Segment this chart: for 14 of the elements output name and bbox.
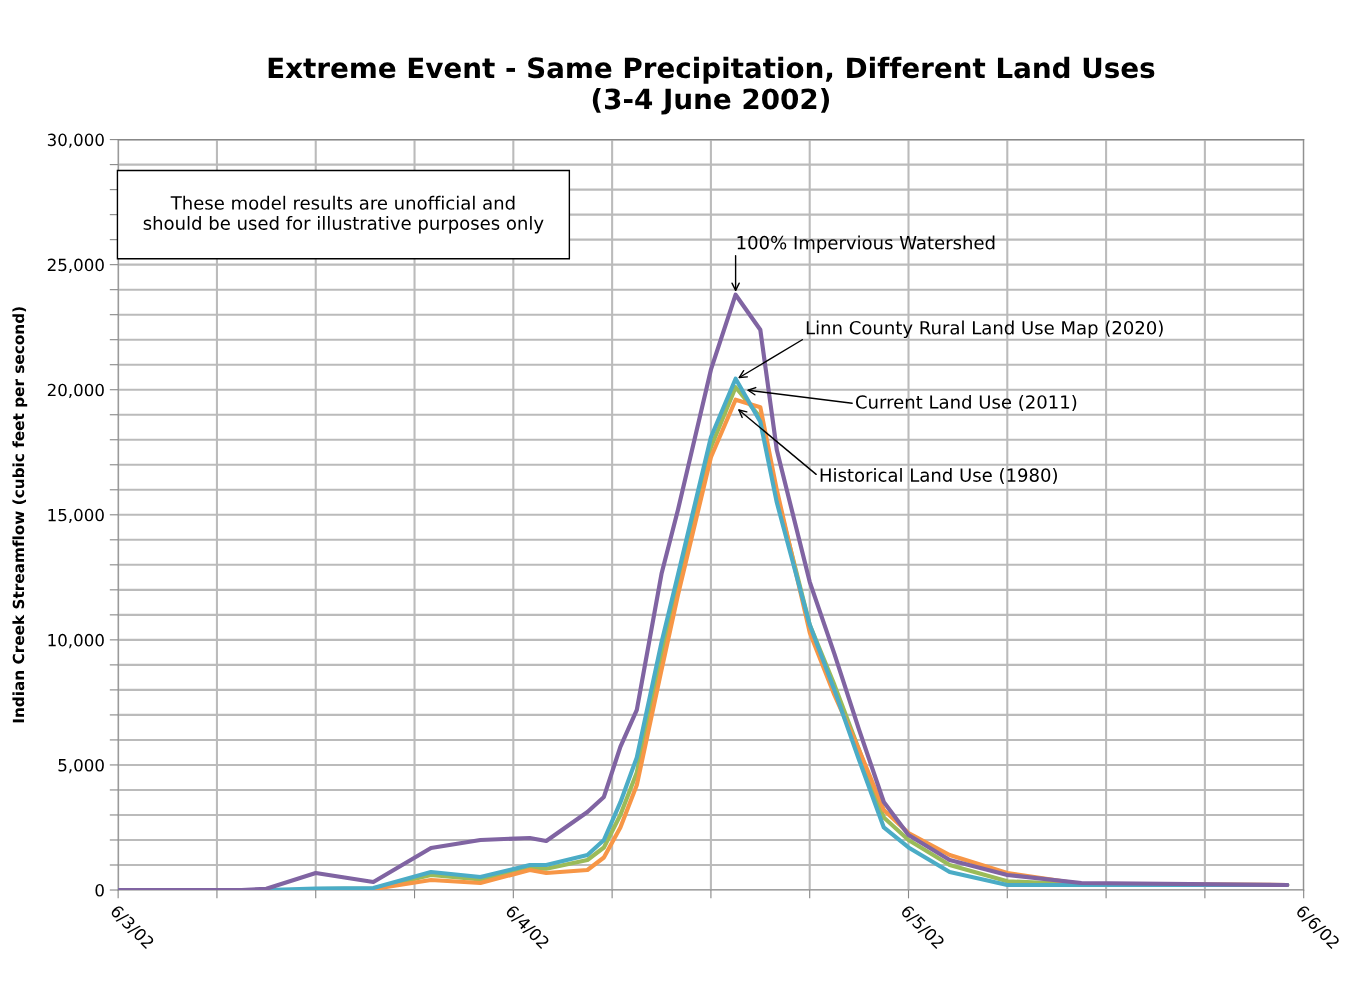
y-tick-label: 30,000 [47, 133, 104, 148]
y-tick-label: 0 [95, 883, 104, 897]
annotation: Current Land Use (2011) [855, 394, 1077, 411]
y-tick-label: 25,000 [47, 258, 104, 273]
y-tick-label: 15,000 [48, 508, 104, 524]
y-axis-title: Indian Creek Streamflow (cubic feet per second) [12, 307, 28, 723]
chart-title: Extreme Event - Same Precipitation, Different Land Uses (3-4 June 2002) [268, 56, 1155, 115]
y-tick-label: 5,000 [58, 758, 104, 774]
annotation: Linn County Rural Land Use Map (2020) [806, 320, 1163, 339]
y-tick-label: 20,000 [47, 383, 104, 398]
annotation: 100% Impervious Watershed [737, 235, 995, 254]
y-tick-label: 10,000 [48, 633, 104, 649]
annotation: These model results are unofficial and should be used for illustrative purposes only [143, 195, 544, 234]
annotation: Historical Land Use (1980) [820, 467, 1057, 485]
